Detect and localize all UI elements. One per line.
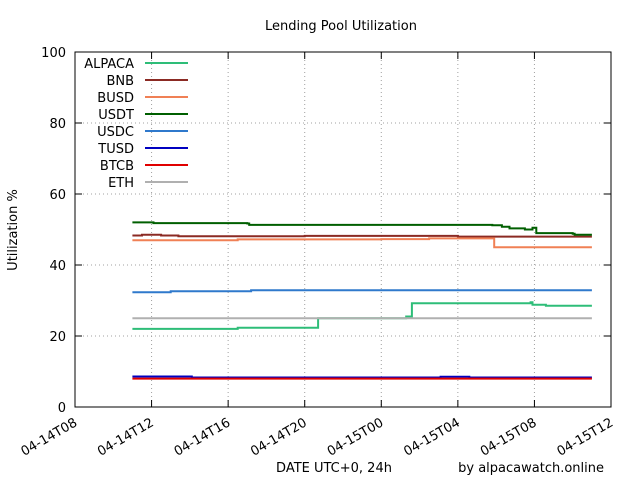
series-line-bnb xyxy=(132,233,592,238)
chart-title: Lending Pool Utilization xyxy=(265,19,417,34)
y-tick-label: 0 xyxy=(58,401,66,416)
series-line-usdt xyxy=(132,221,592,236)
series-line-tusd xyxy=(132,375,592,379)
x-tick-label: 04-15T04 xyxy=(401,415,462,459)
plot-frame xyxy=(74,51,612,408)
x-tick-label: 04-15T08 xyxy=(478,415,539,459)
y-tick-label: 60 xyxy=(49,188,66,203)
credit-text: by alpacawatch.online xyxy=(458,461,604,476)
x-axis-label: DATE UTC+0, 24h xyxy=(276,461,392,476)
y-ticks: 0 20 40 60 80 100 xyxy=(41,46,611,416)
x-tick-label: 04-14T16 xyxy=(172,415,233,459)
y-tick-label: 40 xyxy=(49,259,66,274)
x-tick-label: 04-15T12 xyxy=(555,415,616,459)
legend-label-bnb: BNB xyxy=(106,74,134,89)
x-tick-label: 04-14T20 xyxy=(248,415,309,459)
y-tick-label: 100 xyxy=(41,46,66,61)
grid xyxy=(75,52,611,407)
legend-label-btcb: BTCB xyxy=(100,159,134,174)
legend-label-tusd: TUSD xyxy=(97,142,134,157)
series-lines xyxy=(132,221,592,380)
legend-label-eth: ETH xyxy=(108,176,134,191)
series-line-busd xyxy=(132,237,592,249)
series-line-alpaca xyxy=(132,301,592,330)
x-tick-label: 04-14T08 xyxy=(19,415,80,459)
y-tick-label: 20 xyxy=(49,330,66,345)
legend-label-busd: BUSD xyxy=(97,91,134,106)
legend: ALPACA BNB BUSD USDT USDC TUSD BTCB ETH xyxy=(84,57,188,191)
x-tick-label: 04-14T12 xyxy=(95,415,156,459)
y-tick-label: 80 xyxy=(49,117,66,132)
legend-label-alpaca: ALPACA xyxy=(84,57,134,72)
legend-label-usdt: USDT xyxy=(98,108,134,123)
x-tick-label: 04-15T00 xyxy=(325,415,386,459)
series-line-usdc xyxy=(132,289,592,294)
legend-label-usdc: USDC xyxy=(97,125,134,140)
y-axis-label: Utilization % xyxy=(6,189,21,271)
